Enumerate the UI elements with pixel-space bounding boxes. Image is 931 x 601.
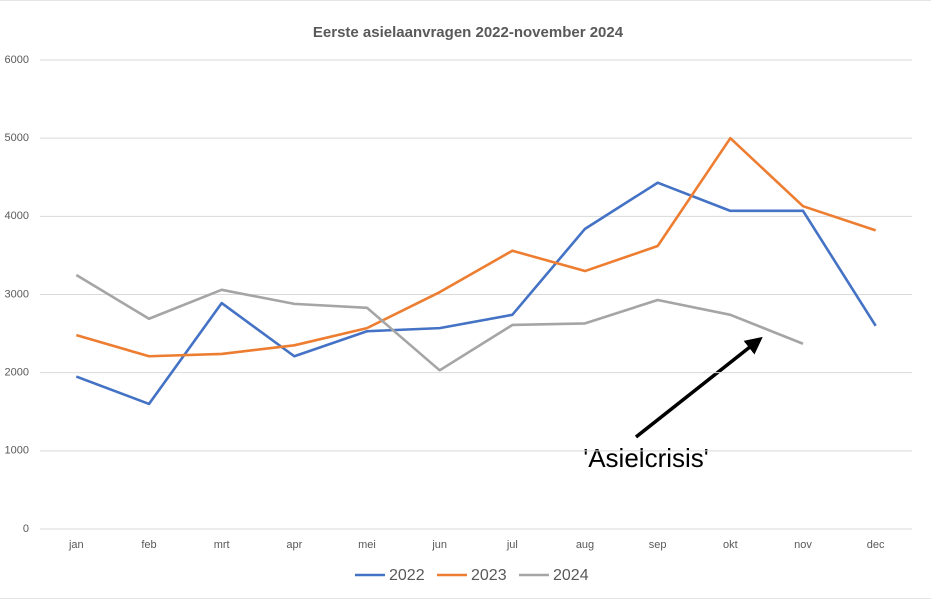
x-tick-label: nov [794,539,812,551]
legend-label: 2024 [553,567,589,584]
annotation-arrow [634,336,763,439]
legend-label: 2023 [471,567,507,584]
y-tick-label: 5000 [5,132,29,144]
series-line [75,181,877,406]
x-tick-label: sep [649,539,667,551]
x-tick-label: mrt [214,539,230,551]
chart-title: Eerste asielaanvragen 2022-november 2024 [313,24,624,41]
annotation: 'Asielcrisis' [583,443,709,473]
y-tick-label: 0 [23,523,29,535]
y-tick-label: 6000 [5,54,29,66]
x-tick-label: dec [867,539,885,551]
x-tick-label: feb [141,539,156,551]
y-tick-label: 3000 [5,288,29,300]
x-tick-label: jun [431,539,447,551]
x-tick-label: jul [506,539,518,551]
x-tick-label: mei [358,539,376,551]
x-tick-label: apr [286,539,302,551]
series-line [75,136,877,358]
x-tick-label: jan [68,539,84,551]
series-line [75,273,804,372]
y-tick-label: 2000 [5,367,29,379]
x-tick-label: okt [723,539,738,551]
y-tick-label: 4000 [5,210,29,222]
y-tick-label: 1000 [5,445,29,457]
x-tick-label: aug [576,539,594,551]
legend-label: 2022 [389,567,425,584]
